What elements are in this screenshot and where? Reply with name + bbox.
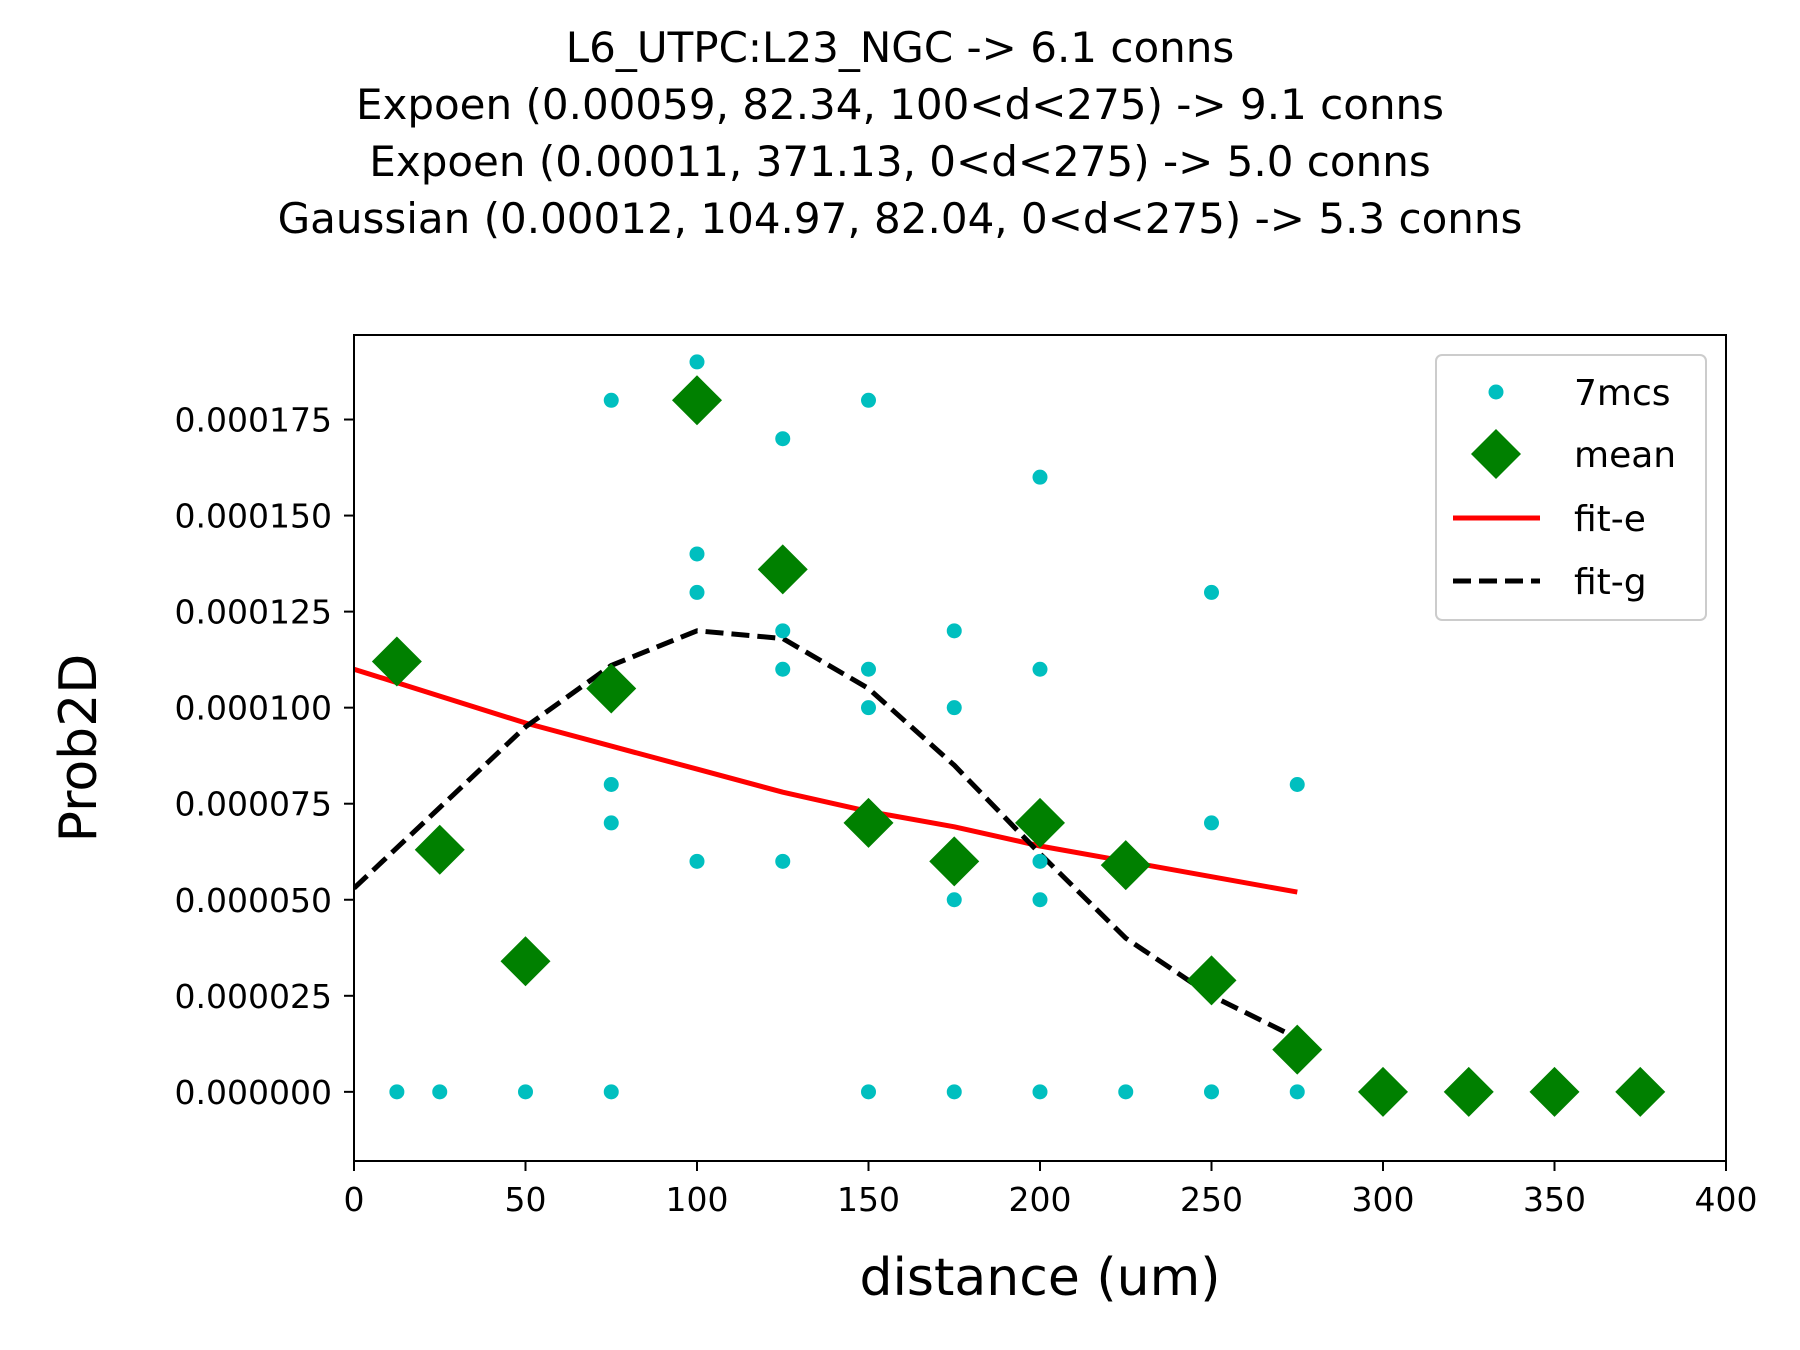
x-tick-label: 150 bbox=[837, 1180, 900, 1219]
y-tick-label: 0.000050 bbox=[175, 881, 332, 920]
x-tick-label: 0 bbox=[344, 1180, 365, 1219]
legend-box bbox=[1435, 354, 1707, 621]
legend-label: fit-e bbox=[1574, 499, 1646, 540]
data-points bbox=[371, 354, 1666, 1117]
x-tick-label: 200 bbox=[1009, 1180, 1072, 1219]
point-7mcs bbox=[946, 623, 962, 639]
point-7mcs bbox=[861, 392, 876, 408]
point-7mcs bbox=[689, 546, 705, 562]
x-tick-label: 400 bbox=[1695, 1180, 1758, 1219]
title-line-1: L6_UTPC:L23_NGC -> 6.1 conns bbox=[566, 23, 1235, 72]
point-7mcs bbox=[603, 815, 619, 831]
chart-title: L6_UTPC:L23_NGC -> 6.1 conns Expoen (0.0… bbox=[278, 23, 1523, 243]
plot-area bbox=[353, 334, 1727, 1162]
point-7mcs bbox=[1204, 1084, 1219, 1100]
point-7mcs bbox=[861, 661, 876, 677]
legend-label: fit-g bbox=[1574, 562, 1647, 603]
series-mean bbox=[371, 375, 1666, 1117]
y-tick-label: 0.000175 bbox=[175, 401, 332, 440]
legend-swatch bbox=[1488, 384, 1504, 400]
point-7mcs bbox=[603, 776, 619, 792]
point-mean bbox=[586, 663, 637, 714]
legend-label: 7mcs bbox=[1574, 373, 1671, 414]
point-7mcs bbox=[1032, 661, 1048, 677]
y-tick-label: 0.000025 bbox=[175, 977, 332, 1016]
point-mean bbox=[1186, 955, 1237, 1006]
point-mean bbox=[414, 824, 465, 875]
y-axis-label: Prob2D bbox=[49, 654, 109, 843]
point-7mcs bbox=[1204, 815, 1219, 831]
point-7mcs bbox=[689, 584, 705, 600]
series-line-fit-g bbox=[354, 628, 1299, 1041]
point-mean bbox=[1100, 840, 1151, 891]
point-7mcs bbox=[689, 354, 705, 370]
y-tick-label: 0.000150 bbox=[175, 497, 332, 536]
fit-lines bbox=[354, 628, 1299, 1041]
y-axis: 0.000000 0.000025 0.000050 0.000075 0.000100… bbox=[175, 401, 354, 1112]
point-mean bbox=[500, 936, 551, 987]
legend-entry-mean: mean bbox=[1471, 429, 1676, 479]
point-7mcs bbox=[432, 1084, 448, 1100]
x-tick-label: 250 bbox=[1180, 1180, 1243, 1219]
y-tick-label: 0.000100 bbox=[175, 689, 332, 728]
point-7mcs bbox=[389, 1084, 405, 1100]
title-line-3: Expoen (0.00011, 371.13, 0<d<275) -> 5.0… bbox=[369, 137, 1430, 186]
point-mean bbox=[757, 544, 808, 595]
point-7mcs bbox=[1032, 853, 1048, 869]
point-mean bbox=[1358, 1066, 1408, 1117]
point-mean bbox=[1015, 797, 1065, 848]
point-7mcs bbox=[946, 892, 962, 908]
title-line-2: Expoen (0.00059, 82.34, 100<d<275) -> 9.… bbox=[356, 80, 1444, 129]
point-7mcs bbox=[775, 853, 791, 869]
point-mean bbox=[1443, 1066, 1494, 1117]
y-tick-label: 0.000000 bbox=[175, 1073, 332, 1112]
x-tick-label: 300 bbox=[1352, 1180, 1415, 1219]
point-7mcs bbox=[775, 431, 791, 447]
point-mean bbox=[929, 836, 980, 887]
point-mean bbox=[843, 797, 894, 848]
legend: 7mcs mean fit-e fit-g bbox=[1435, 354, 1707, 621]
point-mean bbox=[1529, 1066, 1580, 1117]
point-7mcs bbox=[1289, 776, 1305, 792]
point-7mcs bbox=[946, 1084, 962, 1100]
point-7mcs bbox=[518, 1084, 533, 1100]
point-7mcs bbox=[603, 392, 619, 408]
point-mean bbox=[371, 636, 422, 687]
y-tick-label: 0.000075 bbox=[175, 785, 332, 824]
legend-entry-7mcs: 7mcs bbox=[1488, 373, 1671, 414]
x-axis-label: distance (um) bbox=[859, 1248, 1220, 1308]
title-line-4: Gaussian (0.00012, 104.97, 82.04, 0<d<27… bbox=[278, 194, 1523, 243]
point-7mcs bbox=[861, 1084, 876, 1100]
y-tick-label: 0.000125 bbox=[175, 593, 332, 632]
point-7mcs bbox=[1032, 469, 1048, 485]
legend-entry-fit-g: fit-g bbox=[1453, 562, 1647, 603]
point-7mcs bbox=[1289, 1084, 1305, 1100]
point-7mcs bbox=[1118, 1084, 1134, 1100]
point-mean bbox=[1272, 1024, 1323, 1075]
legend-label: mean bbox=[1574, 435, 1676, 476]
point-7mcs bbox=[861, 700, 876, 716]
series-line-fit-e bbox=[354, 666, 1298, 895]
point-mean bbox=[672, 375, 722, 426]
point-7mcs bbox=[603, 1084, 619, 1100]
x-tick-label: 50 bbox=[505, 1180, 547, 1219]
point-mean bbox=[1615, 1066, 1666, 1117]
legend-swatch bbox=[1471, 429, 1521, 479]
x-axis: 0 50 100 150 200 250 300 350 400 bbox=[344, 1161, 1758, 1219]
point-7mcs bbox=[689, 853, 705, 869]
x-tick-label: 350 bbox=[1523, 1180, 1586, 1219]
legend-entry-fit-e: fit-e bbox=[1453, 499, 1646, 540]
point-7mcs bbox=[1032, 1084, 1048, 1100]
point-7mcs bbox=[1204, 584, 1219, 600]
point-7mcs bbox=[775, 661, 791, 677]
series-7mcs bbox=[389, 354, 1305, 1100]
point-7mcs bbox=[946, 700, 962, 716]
point-7mcs bbox=[775, 623, 791, 639]
point-7mcs bbox=[1032, 892, 1048, 908]
x-tick-label: 100 bbox=[666, 1180, 729, 1219]
